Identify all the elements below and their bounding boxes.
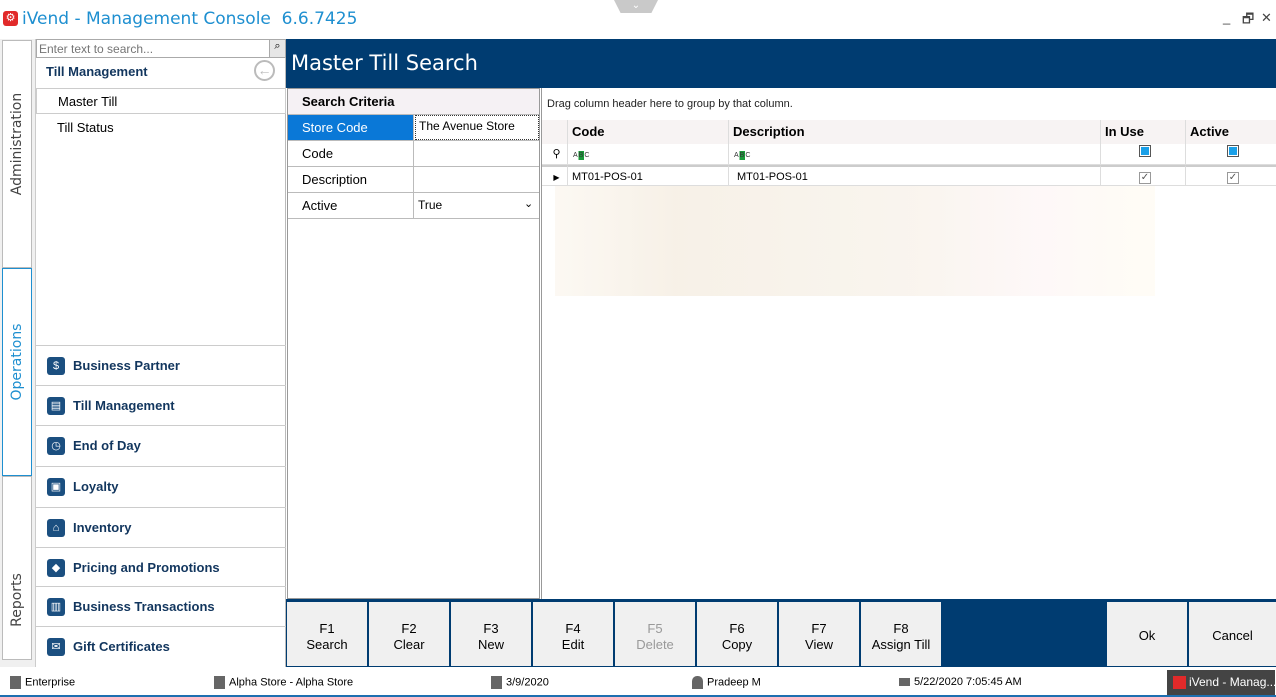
- page-header: Master Till Search: [286, 39, 1276, 88]
- back-arrow-icon[interactable]: ←: [254, 60, 275, 81]
- function-key-bar: F1 Search F2 Clear F3 New F4 Edit F5 Delete F6 Copy…: [286, 599, 1276, 667]
- filter-active[interactable]: [1186, 144, 1276, 165]
- nav-item-business-partner[interactable]: $ Business Partner: [36, 345, 286, 385]
- tab-reports[interactable]: Reports: [2, 476, 32, 660]
- search-button[interactable]: F1 Search: [287, 602, 367, 666]
- nav-item-business-transactions[interactable]: ▥ Business Transactions: [36, 586, 286, 626]
- window-title: iVend - Management Console 6.6.7425: [22, 9, 358, 29]
- checkbox-indeterminate-icon[interactable]: [1227, 145, 1239, 157]
- taskbar-item[interactable]: iVend - Manag...: [1167, 670, 1275, 695]
- status-date: 3/9/2020: [491, 676, 549, 689]
- column-header-active[interactable]: Active: [1186, 120, 1276, 144]
- business-partner-icon: $: [47, 357, 65, 375]
- section-title: Till Management: [46, 64, 148, 79]
- search-criteria-panel: Search Criteria Store Code The Avenue St…: [287, 88, 540, 599]
- clock-icon: ◷: [47, 437, 65, 455]
- filter-code[interactable]: ABC: [568, 144, 729, 165]
- chevron-down-icon[interactable]: ⌄: [524, 198, 534, 210]
- edit-button[interactable]: F4 Edit: [533, 602, 613, 666]
- vertical-tab-strip: Administration Operations Reports: [0, 39, 36, 667]
- status-user: Pradeep M: [692, 676, 761, 689]
- description-field[interactable]: [415, 167, 539, 192]
- cell-in-use[interactable]: ✓: [1101, 165, 1186, 186]
- status-store: Alpha Store - Alpha Store: [214, 676, 353, 689]
- row-indicator-header: [542, 120, 568, 144]
- tab-administration[interactable]: Administration: [2, 40, 32, 268]
- app-gear-icon: [1173, 676, 1186, 690]
- nav-item-inventory[interactable]: ⌂ Inventory: [36, 507, 286, 547]
- status-login-time: 5/22/2020 7:05:45 AM: [899, 676, 1022, 688]
- status-enterprise: Enterprise: [10, 676, 75, 689]
- till-icon: ▤: [47, 397, 65, 415]
- blurred-area: [555, 186, 1155, 296]
- nav-item-pricing-and-promotions[interactable]: ◆ Pricing and Promotions: [36, 547, 286, 587]
- cancel-button[interactable]: Cancel: [1189, 602, 1276, 666]
- row-indicator-icon: ▶: [542, 165, 568, 186]
- filter-description[interactable]: ABC: [729, 144, 1101, 165]
- store-code-field[interactable]: The Avenue Store: [415, 115, 539, 140]
- abc-filter-icon: ABC: [733, 151, 753, 160]
- checkbox-indeterminate-icon[interactable]: [1139, 145, 1151, 157]
- subitem-master-till[interactable]: Master Till: [36, 88, 286, 114]
- assign-till-button[interactable]: F8 Assign Till: [861, 602, 941, 666]
- nav-item-loyalty[interactable]: ▣ Loyalty: [36, 466, 286, 506]
- tab-operations[interactable]: Operations: [2, 268, 32, 476]
- store-icon: [214, 676, 225, 689]
- nav-item-end-of-day[interactable]: ◷ End of Day: [36, 425, 286, 465]
- page-title: Master Till Search: [291, 51, 478, 75]
- criteria-header: Search Criteria: [288, 89, 539, 115]
- checkbox-checked-icon[interactable]: ✓: [1139, 172, 1151, 184]
- navigation-panel: ⌕ Till Management ← Master Till Till Sta…: [36, 39, 286, 667]
- app-gear-icon: ⚙: [3, 11, 18, 26]
- nav-search-input[interactable]: [36, 39, 286, 58]
- cell-description[interactable]: MT01-POS-01: [729, 165, 1101, 186]
- calendar-icon: [491, 676, 502, 689]
- gift-icon: ▣: [47, 478, 65, 496]
- criteria-row-store-code[interactable]: Store Code The Avenue Store: [288, 115, 539, 141]
- minimize-button[interactable]: _: [1223, 10, 1231, 25]
- criteria-row-active[interactable]: Active True ⌄: [288, 193, 539, 219]
- view-button[interactable]: F7 View: [779, 602, 859, 666]
- cell-code[interactable]: MT01-POS-01: [568, 165, 729, 186]
- tag-icon: ◆: [47, 559, 65, 577]
- restore-button[interactable]: 🗗: [1242, 11, 1255, 26]
- user-icon: [692, 676, 703, 689]
- title-bar: ⚙ iVend - Management Console 6.6.7425 ⌄ …: [0, 0, 1276, 39]
- collapse-chevron-icon[interactable]: ⌄: [614, 0, 658, 13]
- nav-item-gift-certificates[interactable]: ✉ Gift Certificates: [36, 626, 286, 666]
- cell-active[interactable]: ✓: [1186, 165, 1276, 186]
- column-header-code[interactable]: Code: [568, 120, 729, 144]
- abc-filter-icon: ABC: [572, 151, 592, 160]
- transactions-icon: ▥: [47, 598, 65, 616]
- key-icon: [899, 678, 910, 687]
- close-button[interactable]: ✕: [1261, 10, 1272, 25]
- gift-certificate-icon: ✉: [47, 638, 65, 656]
- delete-button[interactable]: F5 Delete: [615, 602, 695, 666]
- column-header-description[interactable]: Description: [729, 120, 1101, 144]
- filter-pin-icon: ⚲: [542, 144, 568, 165]
- nav-item-till-management[interactable]: ▤ Till Management: [36, 385, 286, 425]
- results-grid: Drag column header here to group by that…: [541, 88, 1276, 599]
- criteria-row-description[interactable]: Description: [288, 167, 539, 193]
- clear-button[interactable]: F2 Clear: [369, 602, 449, 666]
- copy-button[interactable]: F6 Copy: [697, 602, 777, 666]
- ok-button[interactable]: Ok: [1107, 602, 1187, 666]
- column-header-in-use[interactable]: In Use: [1101, 120, 1186, 144]
- subitem-till-status[interactable]: Till Status: [57, 120, 114, 135]
- new-button[interactable]: F3 New: [451, 602, 531, 666]
- code-field[interactable]: [415, 141, 539, 166]
- warehouse-icon: ⌂: [47, 519, 65, 537]
- status-bar: Enterprise Alpha Store - Alpha Store 3/9…: [0, 667, 1276, 697]
- filter-in-use[interactable]: [1101, 144, 1186, 165]
- search-icon[interactable]: ⌕: [269, 40, 285, 57]
- group-by-hint: Drag column header here to group by that…: [547, 98, 793, 110]
- criteria-row-code[interactable]: Code: [288, 141, 539, 167]
- checkbox-checked-icon[interactable]: ✓: [1227, 172, 1239, 184]
- building-icon: [10, 676, 21, 689]
- active-select[interactable]: True: [418, 198, 443, 212]
